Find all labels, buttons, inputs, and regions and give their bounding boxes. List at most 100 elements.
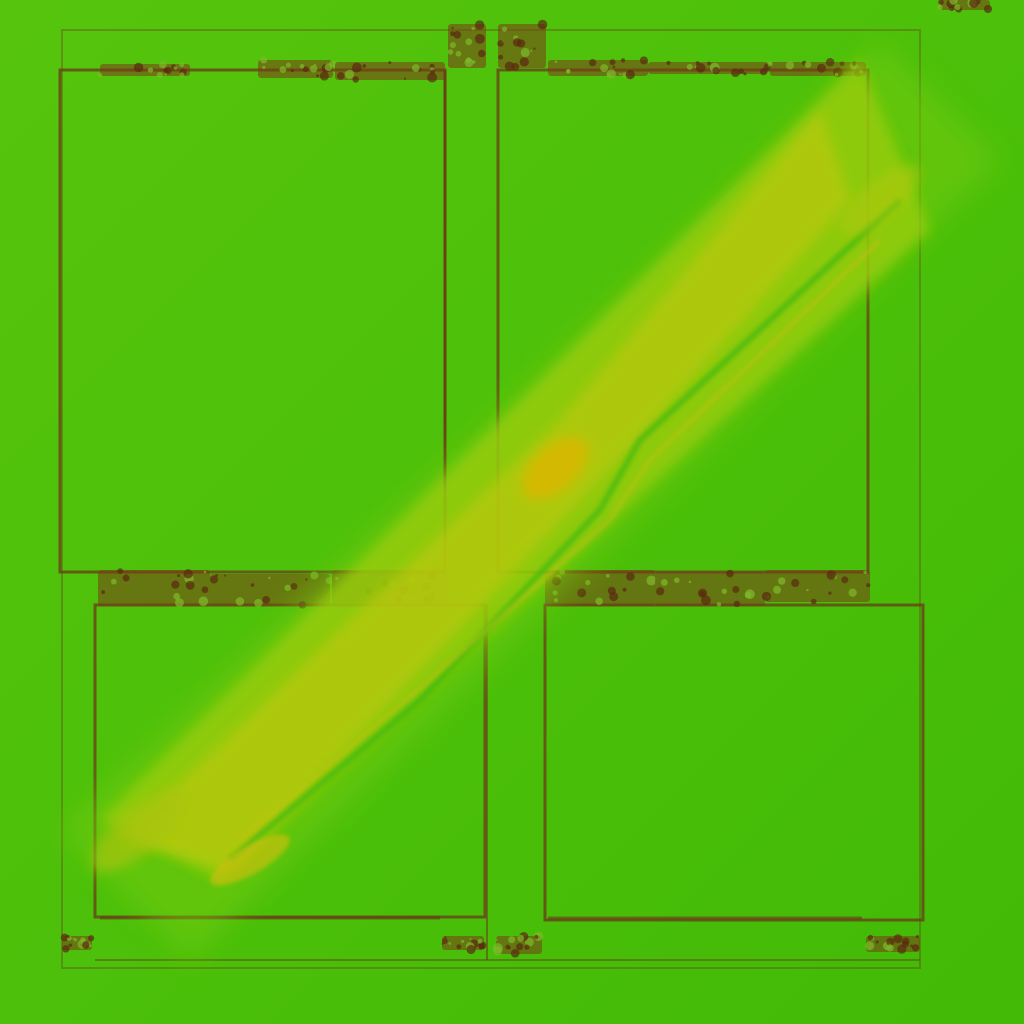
stain-speck [66, 934, 70, 939]
stain-speck [262, 595, 271, 604]
stain-speck [344, 69, 354, 79]
stain-speck [173, 66, 177, 70]
stain-speck [97, 72, 103, 78]
stain-speck [619, 73, 622, 76]
stain-speck [816, 63, 826, 73]
stain-speck [198, 596, 209, 607]
stain-speck [639, 56, 648, 65]
stain-speck [626, 572, 635, 581]
stain-speck [937, 4, 943, 10]
stain-speck [810, 598, 817, 605]
stain-speck [686, 63, 693, 70]
stain-speck [848, 588, 857, 597]
stain-speck [839, 61, 845, 67]
stain-speck [448, 942, 452, 945]
stain-speck [310, 571, 319, 580]
stain-speck [110, 578, 117, 585]
stain-speck [806, 588, 809, 592]
stain-speck [834, 72, 839, 77]
stain-speck [449, 42, 456, 49]
stain-speck [721, 588, 728, 595]
stain-speck [164, 66, 172, 75]
stain-speck [290, 582, 298, 590]
stain-speck [595, 597, 603, 605]
stain-speck [411, 64, 420, 72]
stain-speck [773, 585, 782, 594]
stain-speck [841, 576, 849, 584]
stain-speck [444, 936, 447, 939]
stain-speck [577, 588, 587, 598]
stain-speck [886, 944, 894, 952]
stain-speck [606, 73, 611, 77]
stain-speck [516, 943, 524, 951]
stain-speck [761, 591, 772, 602]
stain-speck [501, 26, 508, 32]
stain-speck [430, 69, 435, 75]
stain-speck [477, 938, 483, 944]
stain-speck [336, 72, 345, 80]
stain-speck [697, 588, 708, 598]
stain-speck [767, 61, 773, 67]
stain-speck [498, 54, 504, 60]
stain-speck [508, 936, 516, 944]
stain-speck [866, 583, 871, 588]
stain-speck [646, 575, 657, 586]
stain-speck [949, 0, 958, 5]
stain-speck [700, 595, 711, 606]
stain-speck [185, 580, 195, 590]
stain-band [548, 60, 648, 76]
stain-speck [585, 579, 591, 586]
stain-speck [656, 587, 665, 596]
stain-speck [497, 40, 504, 47]
stain-speck [745, 589, 755, 600]
stain-speck [235, 597, 245, 606]
stain-speck [948, 5, 955, 12]
stain-speck [566, 68, 571, 73]
stain-speck [726, 569, 734, 578]
stain-band [765, 570, 870, 602]
stain-speck [589, 59, 597, 67]
stain-speck [600, 64, 609, 73]
stain-speck [612, 65, 616, 69]
diagonal-streak-hotspot [521, 436, 589, 500]
diagonal-streak-tip [91, 787, 189, 873]
stain-speck [299, 63, 305, 69]
stain-speck [785, 61, 795, 70]
stain-speck [517, 934, 525, 942]
stain-speck [305, 578, 308, 581]
stain-speck [316, 74, 320, 78]
stain-speck [712, 67, 720, 75]
stain-speck [938, 4, 942, 7]
stain-speck [707, 61, 711, 66]
stain-speck [224, 574, 227, 577]
stain-speck [875, 940, 879, 944]
stain-speck [478, 49, 486, 58]
stain-speck [456, 944, 462, 950]
stain-speck [716, 602, 722, 607]
stain-speck [455, 50, 462, 57]
stain-speck [352, 76, 359, 83]
stain-speck [464, 58, 474, 68]
stain-speck [268, 576, 271, 580]
stain-speck [666, 60, 671, 66]
stain-speck [911, 944, 920, 952]
stain-speck [825, 57, 835, 67]
stain-speck [983, 4, 993, 14]
stain-speck [362, 64, 367, 68]
stain-speck [469, 937, 472, 940]
stain-speck [260, 56, 268, 64]
stain-speck [533, 47, 536, 50]
stain-speck [171, 580, 180, 589]
stain-speck [62, 945, 70, 953]
stain-speck [254, 598, 263, 608]
stain-speck [674, 577, 680, 584]
stain-speck [537, 19, 548, 30]
stain-speck [302, 66, 309, 73]
stain-speck [173, 593, 181, 600]
diagonal-streak-seam [228, 197, 903, 863]
stain-speck [427, 72, 438, 83]
stain-speck [60, 933, 69, 942]
stain-speck [622, 587, 627, 592]
stain-speck [938, 0, 944, 6]
